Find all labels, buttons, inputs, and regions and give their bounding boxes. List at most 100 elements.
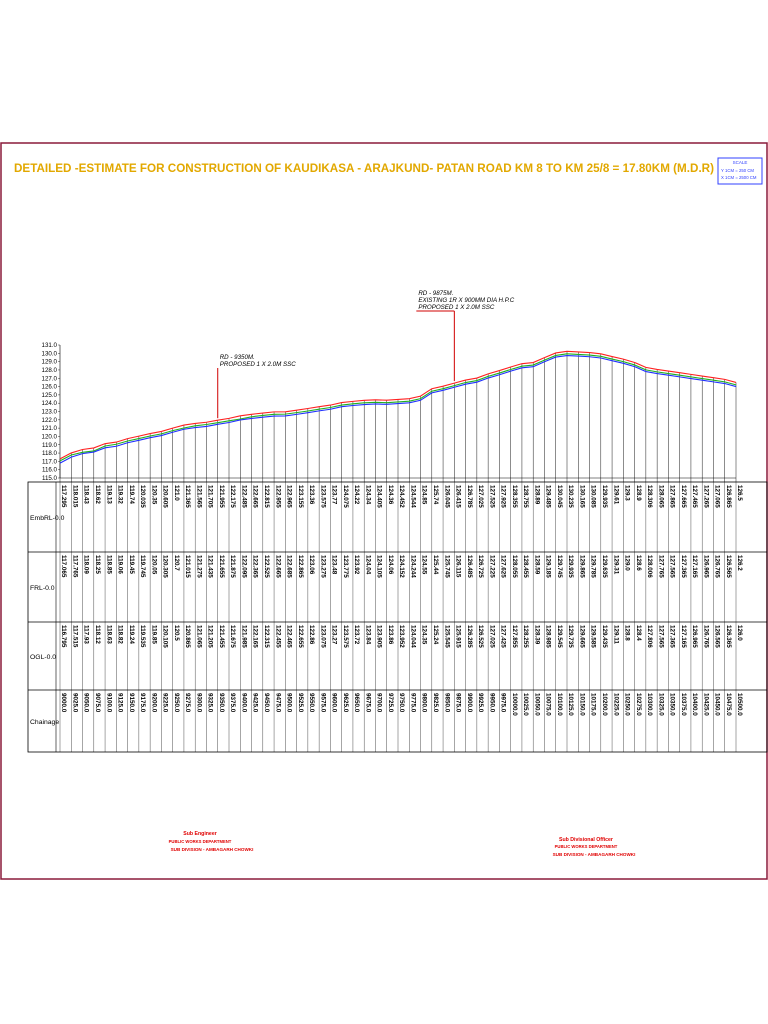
table-cell: 125.24 <box>432 625 439 645</box>
table-cell: 127.165 <box>680 625 687 648</box>
table-cell: 10275.0 <box>635 693 642 716</box>
table-cell: 118.82 <box>117 625 124 644</box>
table-cell: 126.965 <box>691 625 698 648</box>
table-cell: 119.45 <box>128 555 135 574</box>
table-cell: 127.365 <box>680 555 687 578</box>
signature-left-dept: PUBLIC WORKS DEPARTMENT <box>169 839 232 844</box>
table-cell: 9050.0 <box>83 693 90 713</box>
y-tick-label: 121.0 <box>42 425 58 432</box>
table-cell: 127.525 <box>488 485 495 508</box>
table-cell: 9700.0 <box>376 693 383 713</box>
table-cell: 127.225 <box>488 555 495 578</box>
table-cell: 129.735 <box>567 625 574 648</box>
table-cell: 118.015 <box>71 485 78 508</box>
table-cell: 127.625 <box>500 555 507 578</box>
table-cell: 121.875 <box>229 555 236 578</box>
table-cell: 120.865 <box>184 625 191 648</box>
table-cell: 124.55 <box>421 555 428 575</box>
table-cell: 129.485 <box>545 485 552 508</box>
table-cell: 123.275 <box>319 555 326 578</box>
table-cell: 10175.0 <box>590 693 597 716</box>
table-cell: 127.365 <box>669 625 676 648</box>
table-cell: 119.24 <box>128 625 135 644</box>
profile-curves <box>59 350 737 464</box>
table-cell: 121.565 <box>195 485 202 508</box>
table-cell: 123.84 <box>364 625 371 645</box>
table-cell: 126.2 <box>736 555 743 571</box>
table-cell: 123.075 <box>319 625 326 648</box>
table-cell: 9850.0 <box>443 693 450 713</box>
table-cell: 129.185 <box>545 555 552 578</box>
y-tick-label: 130.0 <box>42 350 58 357</box>
table-cell: 127.925 <box>500 485 507 508</box>
table-cell: 9725.0 <box>387 693 394 713</box>
ogl-line <box>59 354 737 464</box>
table-cell: 121.455 <box>218 625 225 648</box>
table-cell: 123.36 <box>308 485 315 505</box>
y-tick-label: 131.0 <box>42 342 58 349</box>
table-cell: 9800.0 <box>421 693 428 713</box>
table-cell: 9900.0 <box>466 693 473 713</box>
table-cell: 122.525 <box>263 555 270 578</box>
table-cell: 10475.0 <box>725 693 732 716</box>
table-cell: 126.5 <box>736 485 743 501</box>
table-cell: 128.355 <box>511 485 518 508</box>
table-cell: 126.415 <box>455 485 462 508</box>
table-cell: 9825.0 <box>432 693 439 713</box>
table-cell: 122.455 <box>274 625 281 648</box>
table-cell: 10000.0 <box>511 693 518 716</box>
table-cell: 9200.0 <box>150 693 157 713</box>
y-tick-label: 123.0 <box>42 409 58 416</box>
annotation-text: RD - 9875M. <box>418 290 453 297</box>
table-cell: 123.77 <box>331 485 338 505</box>
table-cell: 9325.0 <box>207 693 214 713</box>
table-cell: 9075.0 <box>94 693 101 713</box>
table-cell: 117.765 <box>71 555 78 578</box>
table-cell: 122.665 <box>274 555 281 578</box>
table-cell: 123.575 <box>342 625 349 648</box>
table-cell: 127.565 <box>669 555 676 578</box>
table-cell: 124.06 <box>387 555 394 575</box>
table-cell: 122.865 <box>297 555 304 578</box>
table-cell: 128.89 <box>533 485 540 505</box>
table-cell: 124.85 <box>421 485 428 505</box>
table-cell: 9750.0 <box>398 693 405 713</box>
y-tick-label: 122.0 <box>42 417 58 424</box>
table-cell: 129.61 <box>612 485 619 505</box>
table-cell: 117.065 <box>60 555 67 578</box>
table-cell: 118.09 <box>83 555 90 574</box>
table-cell: 122.165 <box>252 625 259 648</box>
y-tick-label: 124.0 <box>42 400 58 407</box>
table-cell: 122.955 <box>274 485 281 508</box>
table-cell: 127.025 <box>488 625 495 648</box>
y-tick-label: 126.0 <box>42 384 58 391</box>
chainage-verticals <box>59 351 737 482</box>
table-cell: 126.485 <box>466 555 473 578</box>
table-cell: 118.12 <box>94 625 101 644</box>
table-cell: 118.25 <box>94 555 101 574</box>
table-cell: 10375.0 <box>680 693 687 716</box>
table-cell: 129.785 <box>590 555 597 578</box>
table-cell: 128.9 <box>635 485 642 501</box>
table-cell: 9100.0 <box>105 693 112 713</box>
table-cell: 126.525 <box>477 625 484 648</box>
table-cell: 10325.0 <box>657 693 664 716</box>
table-cell: 121.015 <box>184 555 191 578</box>
table-cell: 119.32 <box>117 485 124 504</box>
table-cell: 124.044 <box>409 625 416 648</box>
table-cell: 127.665 <box>680 485 687 508</box>
table-cell: 126.115 <box>455 555 462 578</box>
table-cell: 10250.0 <box>624 693 631 716</box>
table-cell: 129.3 <box>624 485 631 501</box>
table-cell: 121.435 <box>207 555 214 578</box>
y-tick-label: 117.0 <box>42 458 58 465</box>
table-cell: 123.27 <box>331 625 338 645</box>
frl-line <box>59 353 737 462</box>
table-cell: 123.06 <box>308 555 315 575</box>
table-cell: 123.92 <box>353 555 360 575</box>
table-cell: 125.44 <box>432 555 439 575</box>
row-label: OGL-0.0 <box>30 654 56 661</box>
table-cell: 127.806 <box>646 625 653 648</box>
table-cell: 121.705 <box>207 485 214 508</box>
table-cell: 10150.0 <box>578 693 585 716</box>
